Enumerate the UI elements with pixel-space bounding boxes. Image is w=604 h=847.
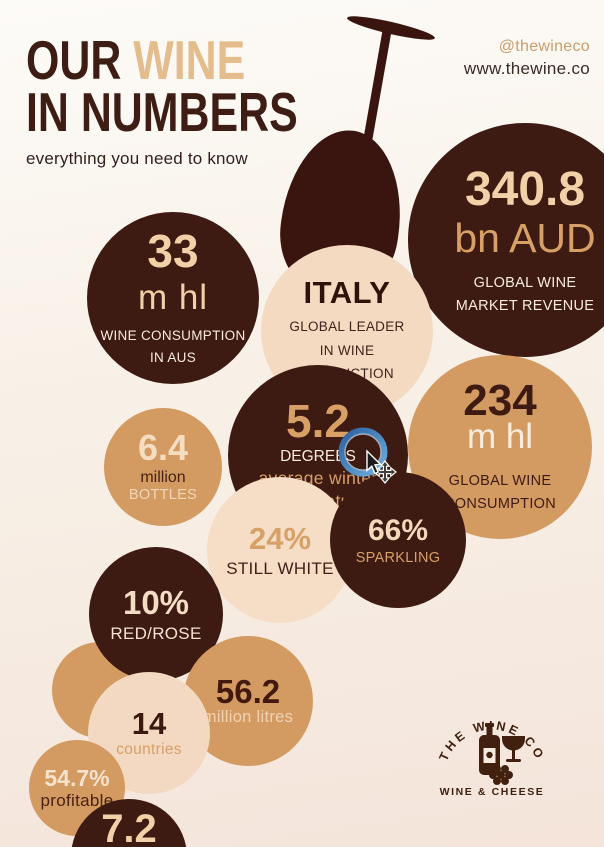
bubble-global-consumption: 234 m hl GLOBAL WINE CONSUMPTION xyxy=(408,355,592,539)
bubble-market-revenue: 340.8 bn AUD GLOBAL WINE MARKET REVENUE xyxy=(408,123,604,357)
stat-label: BOTTLES xyxy=(128,487,198,504)
subtitle: everything you need to know xyxy=(26,148,248,168)
stat-unit: m hl xyxy=(137,277,209,317)
stat-label: GLOBAL LEADER xyxy=(289,318,405,334)
stat-label: SPARKLING xyxy=(355,549,441,566)
stat-unit: m hl xyxy=(466,417,534,457)
mouse-cursor xyxy=(338,427,397,484)
bubble-bottles: 6.4 million BOTTLES xyxy=(104,408,222,526)
stat-value: 5.2 xyxy=(286,394,350,447)
stat-label: STILL WHITE xyxy=(226,558,334,578)
title-line-2: IN NUMBERS xyxy=(26,81,298,144)
bubble-aus-consumption: 33 m hl WINE CONSUMPTION IN AUS xyxy=(87,212,259,384)
busy-ring-icon xyxy=(338,427,388,477)
stat-value: 24% xyxy=(248,521,312,557)
stat-unit: million xyxy=(140,469,186,487)
stat-label: IN AUS xyxy=(149,350,197,366)
stat-label: million litres xyxy=(202,708,294,727)
stat-label: MARKET REVENUE xyxy=(455,297,595,314)
page-title: OUR WINE IN NUMBERS everything you need … xyxy=(26,33,374,169)
stat-value: 54.7% xyxy=(44,764,110,791)
stat-label: profitable xyxy=(40,791,114,811)
stat-label: GLOBAL WINE xyxy=(448,473,552,490)
stat-value: 56.2 xyxy=(215,673,281,711)
title-our: OUR xyxy=(26,29,134,91)
stat-value: 234 xyxy=(463,376,537,426)
stat-label: GLOBAL WINE xyxy=(473,275,577,292)
title-wine: WINE xyxy=(133,29,246,91)
bubble-sparkling: 66% SPARKLING xyxy=(330,472,466,608)
stat-value: 340.8 xyxy=(464,162,586,216)
social-block: @thewineco www.thewine.co xyxy=(464,38,590,79)
stat-value: 33 xyxy=(147,225,199,278)
stat-label: IN WINE xyxy=(319,342,375,358)
stat-value: 66% xyxy=(367,514,429,548)
stat-label: DEGREES xyxy=(280,447,356,465)
stat-value: 6.4 xyxy=(137,427,189,469)
stat-value: 14 xyxy=(131,706,167,742)
social-handle: @thewineco xyxy=(498,38,590,55)
bubble-red-rose: 10% RED/ROSE xyxy=(89,547,223,681)
stat-value: 7.2 xyxy=(101,807,157,847)
logo-tagline: WINE & CHEESE xyxy=(440,786,545,798)
brand-logo: THE WINE CO WINE xyxy=(436,718,545,798)
wine-bottle-icon xyxy=(479,723,500,775)
stat-label: countries xyxy=(116,740,182,758)
stat-unit: bn AUD xyxy=(454,215,596,262)
stat-label: WINE CONSUMPTION xyxy=(100,328,246,344)
stat-value: ITALY xyxy=(303,275,391,311)
stat-label: CONSUMPTION xyxy=(443,495,557,512)
stat-label: RED/ROSE xyxy=(110,623,202,643)
bubble-still-white: 24% STILL WHITE xyxy=(207,477,353,623)
move-icon xyxy=(373,460,397,484)
title-line-1: OUR WINE xyxy=(26,33,298,88)
wine-glass-icon xyxy=(502,736,525,762)
bubble-italy-production: ITALY GLOBAL LEADER IN WINE PRODUCTION xyxy=(261,245,433,417)
website-url: www.thewine.co xyxy=(463,59,590,78)
grapes-icon xyxy=(489,765,513,785)
arrow-pointer-icon xyxy=(366,449,382,475)
stat-value: 10% xyxy=(122,584,190,621)
